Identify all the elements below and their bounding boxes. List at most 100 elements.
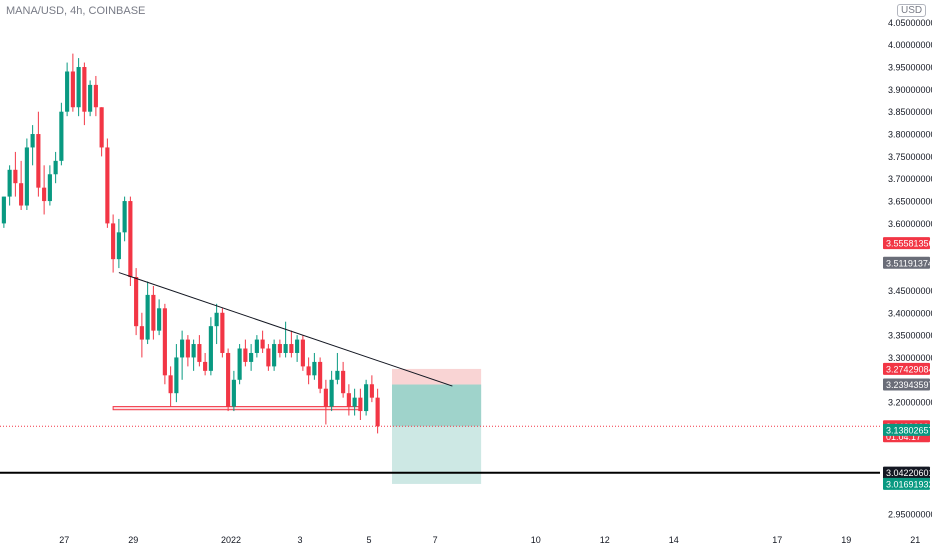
- candle-body: [82, 67, 87, 112]
- time-tick-label: 19: [841, 535, 851, 545]
- price-label-bg: [883, 362, 930, 375]
- candle-body: [226, 352, 231, 407]
- candle-body: [249, 352, 254, 362]
- candle: [214, 303, 219, 345]
- candle: [226, 348, 231, 412]
- candle: [30, 125, 35, 166]
- candle: [128, 196, 133, 286]
- price-tick-label: 3.35000000: [888, 331, 932, 341]
- candle: [191, 339, 196, 371]
- candle-body: [53, 160, 58, 175]
- time-tick-label: 7: [433, 535, 438, 545]
- descending-trendline: [118, 272, 453, 387]
- candle: [254, 335, 259, 358]
- take-profit-active-zone: [392, 384, 482, 427]
- symbol-title[interactable]: MANA/USD, 4h, COINBASE: [6, 5, 146, 17]
- candle: [19, 160, 24, 210]
- candle-body: [208, 326, 213, 371]
- candle-body: [185, 339, 190, 358]
- candle-body: [231, 379, 236, 407]
- candle-body: [157, 308, 162, 331]
- candle: [203, 352, 208, 376]
- candle: [220, 308, 225, 358]
- time-tick-label: 17: [772, 535, 782, 545]
- price-label-bg: [883, 237, 930, 250]
- candle-body: [42, 187, 47, 202]
- candle: [180, 330, 185, 380]
- candle-body: [375, 397, 380, 427]
- candle-body: [237, 348, 242, 380]
- candle: [36, 111, 41, 197]
- candle: [341, 361, 346, 398]
- drawing-lines: [0, 272, 880, 474]
- price-tick-label: 3.90000000: [888, 85, 932, 95]
- candle-body: [364, 384, 369, 412]
- candle-body: [306, 366, 311, 376]
- candle: [295, 335, 300, 362]
- candle-body: [70, 71, 75, 108]
- candle: [260, 330, 265, 353]
- candle-body: [289, 344, 294, 353]
- candle: [13, 151, 18, 197]
- candle-body: [254, 339, 259, 353]
- candle: [346, 384, 351, 416]
- price-label-text: 3.01691932: [886, 479, 932, 489]
- price-axis[interactable]: 4.05000000 4.00000000 3.95000000 3.90000000…: [888, 18, 932, 519]
- candle-body: [116, 232, 121, 260]
- time-tick-label: 12: [600, 535, 610, 545]
- candle-body: [214, 312, 219, 327]
- price-label-text: 3.23943597: [886, 380, 932, 390]
- candle-body: [65, 71, 70, 112]
- drawing-overlays: [112, 368, 482, 484]
- candle-body: [139, 326, 144, 340]
- time-axis[interactable]: 2729202235710121417192124: [59, 535, 932, 545]
- price-tick-label: 3.45000000: [888, 286, 932, 296]
- time-tick-label: 3: [297, 535, 302, 545]
- candle-body: [358, 397, 363, 412]
- candle-body: [260, 339, 265, 349]
- candle: [93, 75, 98, 117]
- candle-body: [243, 348, 248, 362]
- candle-body: [180, 339, 185, 358]
- price-labels: 3.55581356 3.51191374 3.27429084 3.23943597…: [883, 237, 932, 490]
- price-label-badge: 3.04220601: [883, 466, 932, 479]
- candle: [312, 352, 317, 380]
- price-tick-label: 3.20000000: [888, 398, 932, 408]
- price-label-badge: 3.27429084: [883, 362, 932, 375]
- candle: [243, 339, 248, 367]
- price-tick-label: 3.60000000: [888, 219, 932, 229]
- candle: [266, 344, 271, 371]
- currency-badge[interactable]: USD: [897, 4, 927, 17]
- candle: [237, 344, 242, 385]
- candle: [272, 339, 277, 371]
- time-tick-label: 14: [669, 535, 679, 545]
- candle: [42, 165, 47, 215]
- time-tick-label: 2022: [221, 535, 241, 545]
- candle: [289, 330, 294, 358]
- candle: [47, 165, 52, 206]
- candle-body: [352, 397, 357, 407]
- candle-body: [203, 361, 208, 371]
- candle-body: [128, 201, 133, 278]
- candle: [70, 53, 75, 112]
- candle: [65, 62, 70, 117]
- candle-body: [191, 344, 196, 358]
- candle: [335, 352, 340, 385]
- candle: [105, 138, 110, 228]
- candle-body: [122, 201, 127, 233]
- price-tick-label: 3.80000000: [888, 130, 932, 140]
- candle: [231, 370, 236, 412]
- candle-body: [19, 183, 24, 206]
- candle-body: [59, 111, 64, 161]
- price-tick-label: 3.75000000: [888, 152, 932, 162]
- candle-body: [272, 344, 277, 367]
- candles: [1, 53, 380, 434]
- candle-body: [168, 375, 173, 394]
- candle-body: [88, 84, 93, 112]
- candle-body: [300, 339, 305, 367]
- candle-body: [111, 223, 116, 260]
- price-label-badge: 3.51191374: [883, 256, 932, 269]
- stop-loss-zone: [392, 368, 482, 385]
- price-tick-label: 3.65000000: [888, 197, 932, 207]
